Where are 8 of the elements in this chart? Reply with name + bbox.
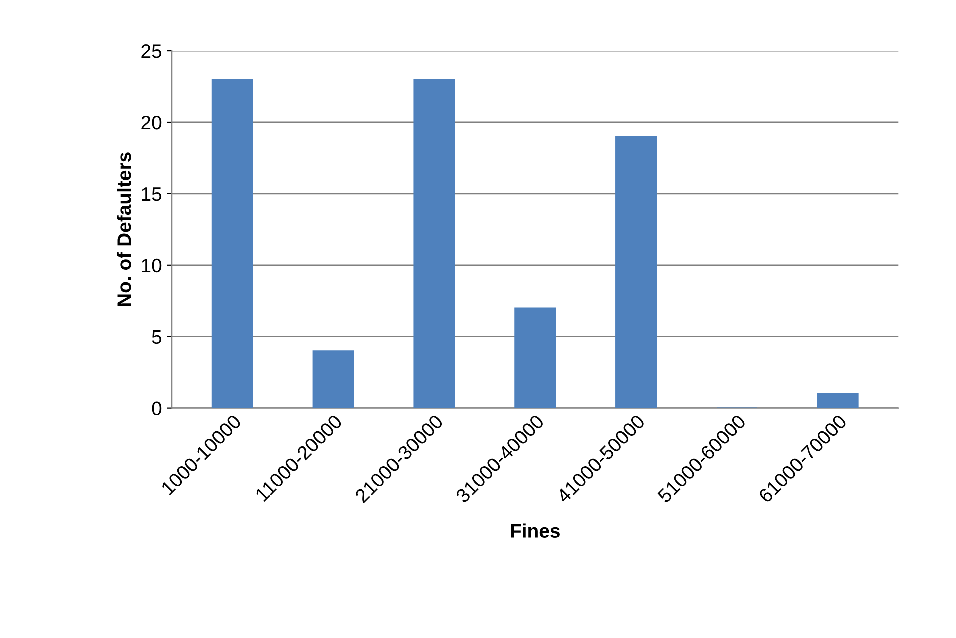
y-tick-label: 5 xyxy=(152,330,162,344)
y-axis-title: No. of Defaulters xyxy=(117,152,132,306)
x-axis-title: Fines xyxy=(511,524,560,538)
y-tick-label: 15 xyxy=(142,188,162,202)
y-tick-label: 25 xyxy=(142,44,162,58)
y-tick-label: 20 xyxy=(142,116,162,130)
y-tick-label: 0 xyxy=(152,402,162,416)
y-tick-label: 10 xyxy=(142,258,162,273)
